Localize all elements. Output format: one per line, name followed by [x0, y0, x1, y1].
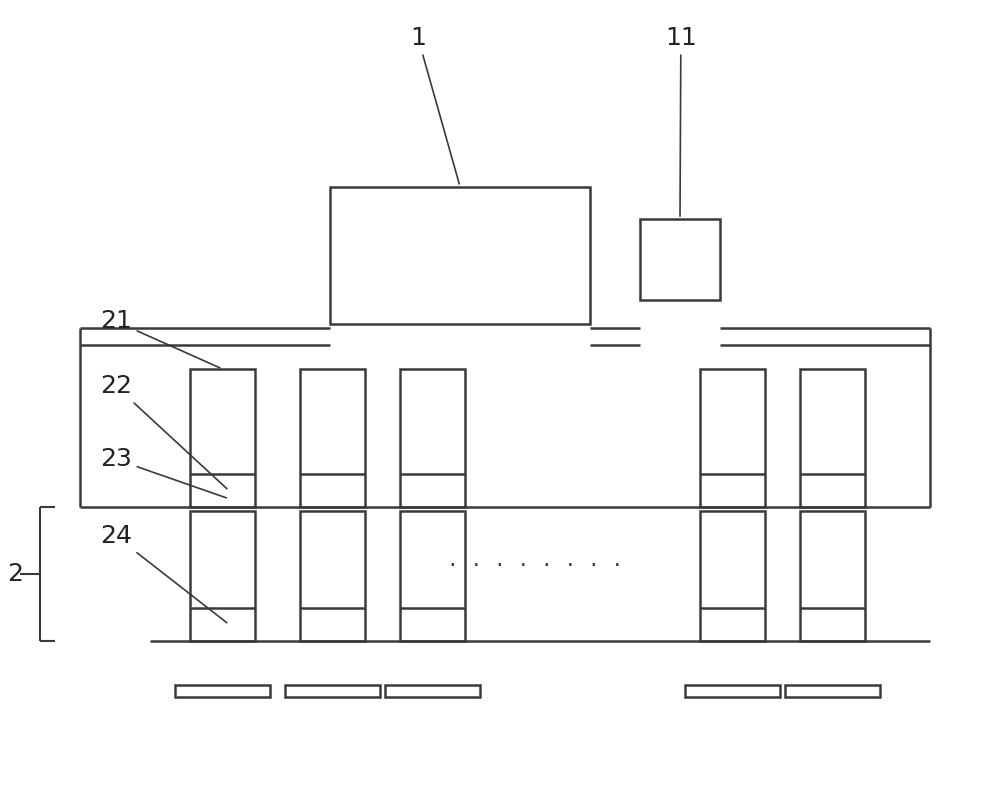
FancyBboxPatch shape	[785, 685, 880, 697]
FancyBboxPatch shape	[700, 369, 765, 507]
FancyBboxPatch shape	[800, 369, 865, 507]
Text: · · · · · · · ·: · · · · · · · ·	[447, 556, 623, 575]
FancyBboxPatch shape	[700, 511, 765, 641]
FancyBboxPatch shape	[285, 685, 380, 697]
Text: 22: 22	[100, 375, 227, 489]
Text: 1: 1	[410, 26, 459, 184]
Text: 11: 11	[665, 26, 697, 217]
FancyBboxPatch shape	[300, 369, 365, 507]
FancyBboxPatch shape	[400, 511, 465, 641]
FancyBboxPatch shape	[385, 685, 480, 697]
FancyBboxPatch shape	[190, 511, 255, 641]
FancyBboxPatch shape	[400, 369, 465, 507]
FancyBboxPatch shape	[190, 369, 255, 507]
FancyBboxPatch shape	[685, 685, 780, 697]
Text: 2: 2	[7, 562, 23, 586]
Text: 21: 21	[100, 310, 220, 368]
Text: 24: 24	[100, 525, 227, 623]
FancyBboxPatch shape	[640, 219, 720, 300]
FancyBboxPatch shape	[175, 685, 270, 697]
Text: 23: 23	[100, 448, 226, 498]
FancyBboxPatch shape	[800, 511, 865, 641]
FancyBboxPatch shape	[330, 187, 590, 324]
FancyBboxPatch shape	[300, 511, 365, 641]
